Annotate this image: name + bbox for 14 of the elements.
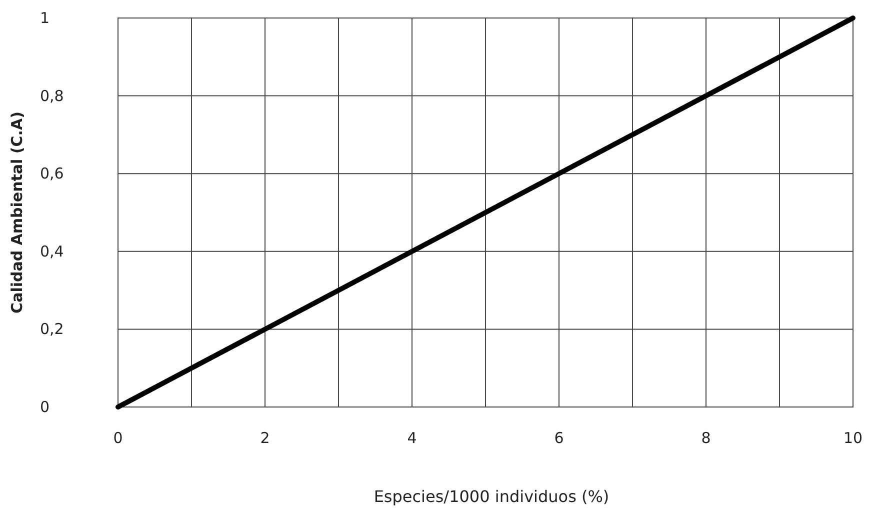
x-tick-label: 10	[843, 429, 863, 447]
x-tick-label: 6	[554, 429, 564, 447]
y-tick-label: 0,2	[40, 320, 64, 338]
y-axis-title: Calidad Ambiental (C.A)	[8, 112, 26, 314]
y-tick-label: 0	[40, 398, 50, 416]
y-tick-label: 0,4	[40, 242, 64, 260]
y-tick-label: 0,8	[40, 86, 64, 105]
x-tick-label: 0	[113, 429, 123, 447]
y-tick-label: 1	[40, 9, 50, 27]
x-tick-label: 2	[260, 429, 270, 447]
x-axis-title: Especies/1000 individuos (%)	[374, 487, 610, 506]
x-tick-label: 8	[701, 429, 711, 447]
y-tick-label: 0,6	[40, 164, 64, 183]
x-tick-label: 4	[407, 429, 417, 447]
